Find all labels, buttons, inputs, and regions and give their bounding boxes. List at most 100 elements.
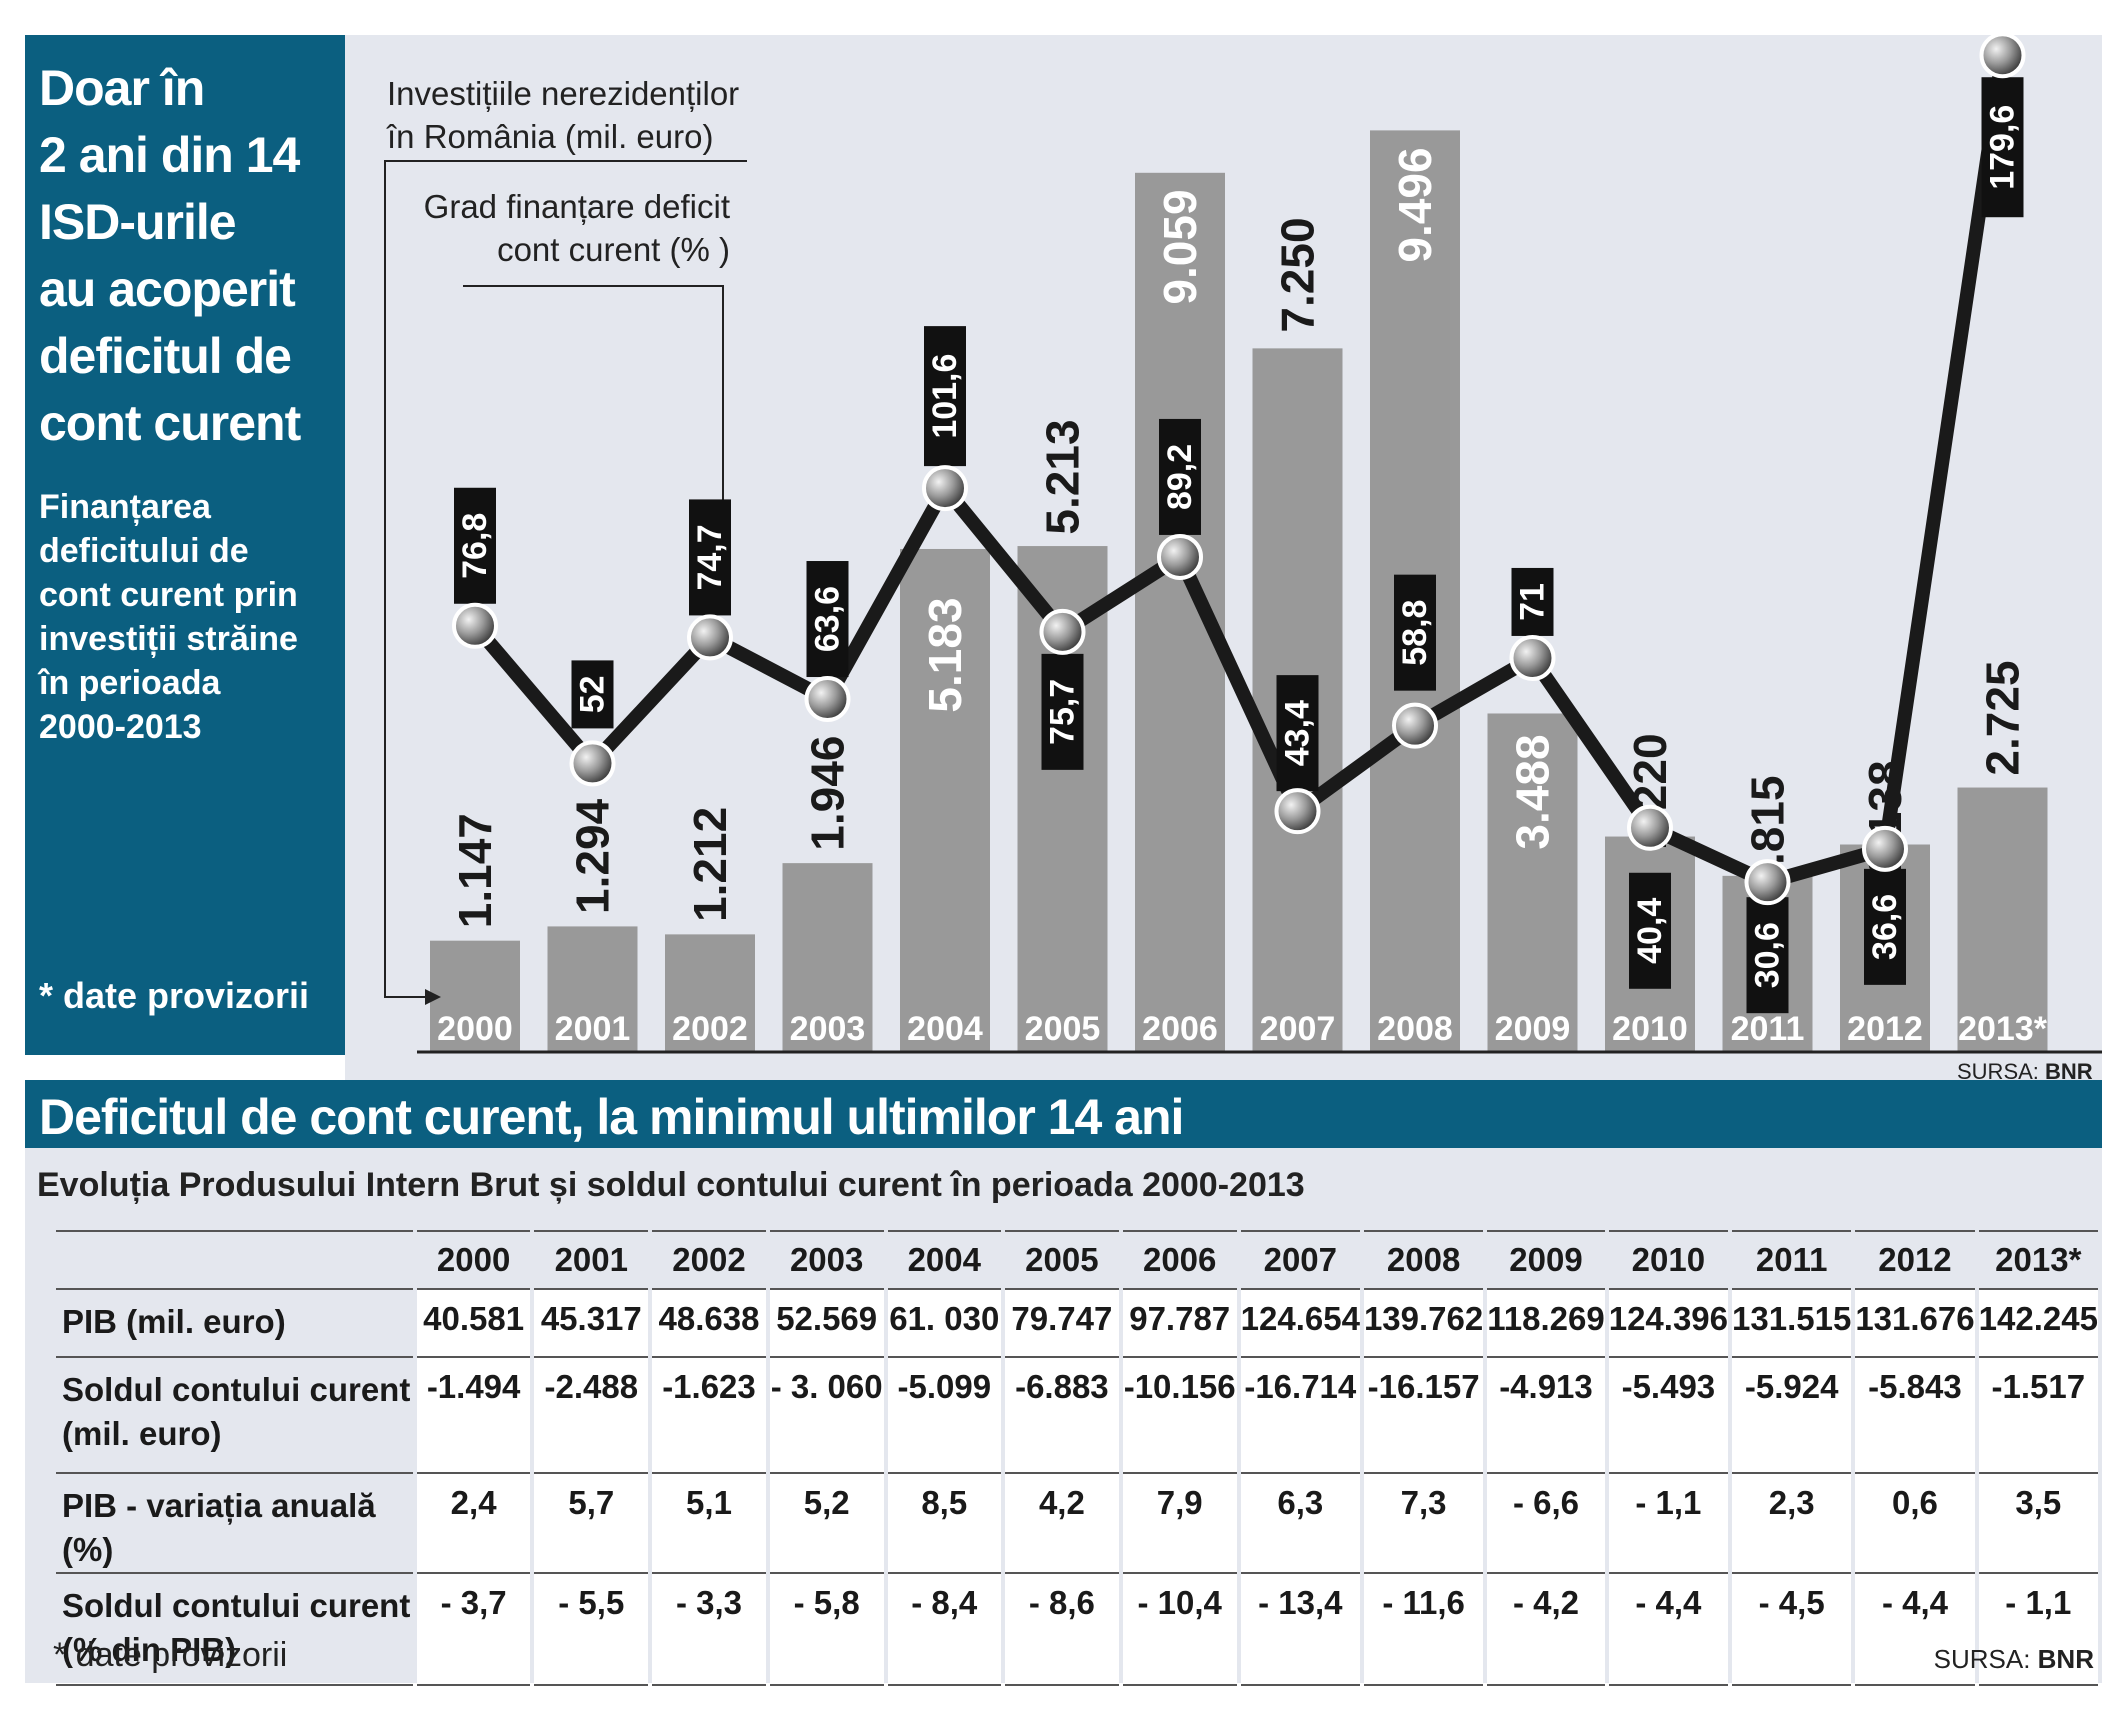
table-cell: 118.269 bbox=[1487, 1288, 1605, 1356]
coverage-value-box bbox=[1394, 574, 1436, 691]
table-cell: - 3. 060 bbox=[769, 1356, 884, 1472]
table-cell: -16.157 bbox=[1363, 1356, 1484, 1472]
coverage-value-box bbox=[454, 487, 496, 604]
table-cell: -1.517 bbox=[1978, 1356, 2098, 1472]
table-year-header: 2005 bbox=[1005, 1230, 1119, 1288]
table-year-header: 2011 bbox=[1732, 1230, 1852, 1288]
table-cell: - 3,7 bbox=[416, 1572, 531, 1686]
category-label: 2012 bbox=[1847, 1010, 1923, 1048]
legend-investments-line2: în România (mil. euro) bbox=[386, 118, 713, 155]
legend-coverage-line2: cont curent (% ) bbox=[497, 231, 730, 268]
coverage-value-box bbox=[924, 326, 966, 467]
coverage-value-box bbox=[1511, 567, 1554, 636]
coverage-value-label: 36,6 bbox=[1866, 894, 1904, 960]
table-cell: 61. 030 bbox=[887, 1288, 1002, 1356]
table-cell: -5.493 bbox=[1608, 1356, 1729, 1472]
category-label: 2000 bbox=[437, 1010, 513, 1048]
table-year-header: 2013* bbox=[1978, 1230, 2098, 1288]
table-cell: -6.883 bbox=[1005, 1356, 1119, 1472]
coverage-point bbox=[1862, 825, 1908, 872]
table-row: Soldul contului curent (% din PIB) - 3,7- … bbox=[56, 1572, 2098, 1686]
table-year-header: 2008 bbox=[1363, 1230, 1484, 1288]
coverage-value-label: 89,2 bbox=[1161, 444, 1199, 510]
table-cell: - 4,2 bbox=[1487, 1572, 1605, 1686]
coverage-value-box bbox=[1864, 868, 1906, 985]
table-cell: - 1,1 bbox=[1978, 1572, 2098, 1686]
coverage-value-box bbox=[1276, 675, 1319, 792]
category-label: 2006 bbox=[1142, 1010, 1218, 1048]
bar-value-label: 1.212 bbox=[684, 807, 736, 922]
table-year-header: 2007 bbox=[1240, 1230, 1360, 1288]
table-year-header: 2001 bbox=[534, 1230, 649, 1288]
table-cell: 8,5 bbox=[887, 1472, 1002, 1572]
sidebar-subtitle-line: 2000-2013 bbox=[39, 708, 202, 746]
table-cell: 139.762 bbox=[1363, 1288, 1484, 1356]
table-cell: - 1,1 bbox=[1608, 1472, 1729, 1572]
bar-investments bbox=[430, 940, 520, 1052]
table-cell: -16.714 bbox=[1240, 1356, 1360, 1472]
bar-value-label: 1.946 bbox=[802, 736, 854, 851]
table-row: PIB (mil. euro) 40.581 45.317 48.638 52.569 6… bbox=[56, 1288, 2098, 1356]
table-cell: 124.654 bbox=[1240, 1288, 1360, 1356]
table-cell: 3,5 bbox=[1978, 1472, 2098, 1572]
sidebar-title-line: deficitul de bbox=[39, 328, 292, 384]
combo-chart: 2000 1.147 2001 1.294 2002 1.212 2003 1.946 2004… bbox=[384, 32, 2102, 1054]
table-cell: 48.638 bbox=[652, 1288, 766, 1356]
sidebar-panel: Doar în 2 ani din 14 ISD-urile au acoper… bbox=[25, 35, 345, 1055]
table-cell: - 5,8 bbox=[769, 1572, 884, 1686]
coverage-point bbox=[452, 602, 498, 649]
bar-value-label: 3.488 bbox=[1507, 734, 1559, 849]
table-year-header: 2012 bbox=[1855, 1230, 1975, 1288]
table-year-header: 2002 bbox=[652, 1230, 766, 1288]
table-cell: 79.747 bbox=[1005, 1288, 1119, 1356]
category-label: 2005 bbox=[1025, 1010, 1101, 1048]
table-cell: 0,6 bbox=[1855, 1472, 1975, 1572]
table-source: SURSA: BNR bbox=[1934, 1644, 2094, 1675]
chart-source: SURSA: BNR bbox=[1957, 1059, 2093, 1085]
sidebar-title-line: 2 ani din 14 bbox=[39, 127, 300, 183]
sidebar-title: Doar în 2 ani din 14 ISD-urile au acoper… bbox=[39, 55, 339, 457]
table-year-header: 2003 bbox=[769, 1230, 884, 1288]
table-row-label: PIB - variația anuală (%) bbox=[56, 1472, 413, 1572]
bar-value-label: 1.294 bbox=[567, 798, 619, 914]
chart-area: 2000 1.147 2001 1.294 2002 1.212 2003 1.946 2004… bbox=[345, 32, 2102, 1080]
table-cell: -5.924 bbox=[1732, 1356, 1852, 1472]
category-label: 2003 bbox=[790, 1010, 866, 1048]
bar-investments bbox=[1957, 787, 2048, 1052]
coverage-value-label: 76,8 bbox=[456, 513, 494, 579]
table-row-label-line: (mil. euro) bbox=[62, 1415, 222, 1452]
table-cell: 97.787 bbox=[1122, 1288, 1237, 1356]
table-cell: - 3,3 bbox=[652, 1572, 766, 1686]
sidebar-title-line: Doar în bbox=[39, 60, 205, 116]
sidebar-title-line: au acoperit bbox=[39, 261, 296, 317]
coverage-point bbox=[1744, 859, 1791, 906]
bar-value-label: 5.183 bbox=[919, 597, 971, 712]
table-cell: 4,2 bbox=[1005, 1472, 1119, 1572]
coverage-point bbox=[569, 740, 616, 787]
table-cell: 6,3 bbox=[1240, 1472, 1360, 1572]
chart-source-value: BNR bbox=[2045, 1059, 2093, 1084]
coverage-value-box bbox=[1746, 897, 1789, 1014]
table-title: Deficitul de cont curent, la minimul ult… bbox=[39, 1089, 1184, 1145]
sidebar-note: * date provizorii bbox=[39, 975, 310, 1016]
bar-value-label: 9.059 bbox=[1154, 189, 1206, 304]
table-cell: 40.581 bbox=[416, 1288, 531, 1356]
bar-investments bbox=[900, 548, 990, 1052]
coverage-value-label: 101,6 bbox=[926, 354, 964, 439]
table-corner-cell bbox=[56, 1230, 413, 1288]
table-subtitle: Evoluția Produsului Intern Brut și soldu… bbox=[37, 1166, 1305, 1204]
category-label: 2013* bbox=[1958, 1010, 2048, 1048]
sidebar-subtitle-line: deficitului de bbox=[39, 532, 249, 570]
coverage-value-box bbox=[689, 499, 731, 616]
table-cell: 45.317 bbox=[534, 1288, 649, 1356]
coverage-value-label: 71 bbox=[1514, 583, 1552, 621]
category-label: 2004 bbox=[907, 1010, 983, 1048]
table-cell: -5.843 bbox=[1855, 1356, 1975, 1472]
bar-value-label: 5.213 bbox=[1037, 419, 1089, 534]
table-row: Soldul contului curent (mil. euro) -1.494-… bbox=[56, 1356, 2098, 1472]
table-cell: - 8,4 bbox=[887, 1572, 1002, 1686]
sidebar-subtitle-line: Finanțarea bbox=[39, 488, 211, 526]
legend-investments-arrowhead bbox=[425, 989, 441, 1005]
bar-value-label: 2.725 bbox=[1977, 660, 2029, 775]
category-label: 2002 bbox=[672, 1010, 748, 1048]
